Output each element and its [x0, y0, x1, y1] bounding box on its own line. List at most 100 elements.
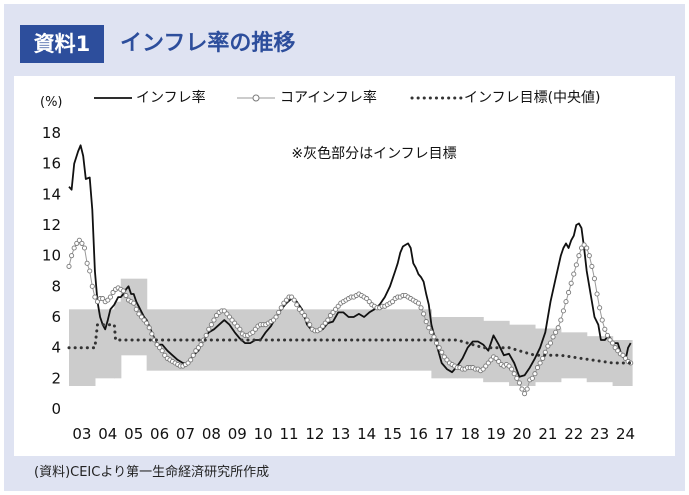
- core-inflation-point: [81, 245, 88, 251]
- core-inflation-point: [294, 302, 300, 308]
- core-inflation-point: [542, 349, 548, 355]
- core-inflation-point: [514, 375, 520, 381]
- figure-number-badge: 資料1: [20, 25, 104, 63]
- core-inflation-point: [208, 322, 214, 328]
- core-inflation-point: [423, 319, 429, 325]
- x-tick-label-20: 20: [512, 425, 531, 443]
- core-inflation-point: [291, 297, 297, 303]
- core-inflation-point: [576, 253, 582, 259]
- core-inflation-point: [558, 317, 564, 323]
- core-inflation-point: [519, 386, 525, 392]
- core-inflation-point: [537, 360, 543, 366]
- core-inflation-point: [131, 300, 137, 306]
- x-tick-label-22: 22: [564, 425, 583, 443]
- core-inflation-point: [133, 306, 139, 312]
- core-inflation-point: [532, 371, 538, 377]
- core-inflation-point: [66, 263, 72, 269]
- core-inflation-point: [79, 240, 85, 246]
- y-tick-label-14: 14: [42, 185, 61, 203]
- core-inflation-point: [547, 340, 554, 346]
- core-inflation-point: [237, 326, 243, 332]
- core-inflation-point: [426, 325, 432, 331]
- x-tick-label-24: 24: [616, 425, 635, 443]
- core-inflation-point: [589, 263, 595, 269]
- y-tick-label-6: 6: [51, 308, 61, 326]
- x-tick-label-13: 13: [331, 425, 350, 443]
- core-inflation-point: [120, 288, 126, 294]
- band-segment-12: [586, 336, 614, 383]
- core-inflation-point: [436, 345, 442, 351]
- core-inflation-point: [524, 386, 530, 392]
- x-tick-label-16: 16: [409, 425, 428, 443]
- core-inflation-point: [573, 262, 579, 268]
- core-inflation-point: [566, 289, 572, 296]
- core-inflation-point: [211, 317, 217, 323]
- legend-label-inflation: インフレ率: [136, 89, 206, 106]
- x-tick-label-23: 23: [590, 425, 609, 443]
- core-inflation-point: [602, 326, 608, 332]
- core-inflation-point: [203, 332, 209, 338]
- core-inflation-point: [418, 305, 424, 311]
- core-inflation-point: [159, 348, 165, 354]
- core-inflation-point: [190, 352, 196, 358]
- core-inflation-point: [69, 253, 75, 259]
- core-inflation-point: [604, 332, 610, 338]
- x-tick-label-21: 21: [538, 425, 557, 443]
- y-tick-label-10: 10: [42, 247, 61, 265]
- core-inflation-point: [439, 349, 445, 355]
- legend-label-core-inflation: コアインフレ率: [280, 89, 377, 106]
- core-inflation-point: [188, 357, 194, 363]
- legend-marker-core-inflation: [252, 94, 260, 102]
- core-inflation-point: [550, 334, 556, 340]
- core-inflation-point: [571, 271, 577, 277]
- core-inflation-point: [509, 366, 515, 372]
- x-tick-label-05: 05: [124, 425, 143, 443]
- core-inflation-point: [555, 325, 561, 331]
- series-line-inflation: [68, 144, 632, 378]
- band-segment-2: [114, 301, 122, 379]
- legend: インフレ率 コアインフレ率 インフレ目標(中央値): [94, 89, 601, 106]
- core-inflation-point: [421, 311, 427, 317]
- core-inflation-point: [87, 268, 93, 274]
- core-inflation-point: [431, 334, 437, 340]
- y-tick-label-0: 0: [51, 400, 61, 418]
- x-tick-label-12: 12: [305, 425, 324, 443]
- y-tick-label-18: 18: [42, 124, 61, 142]
- core-inflation-point: [278, 305, 284, 311]
- core-inflation-point: [553, 329, 559, 335]
- core-inflation-point: [273, 314, 279, 320]
- core-inflation-point: [563, 299, 569, 305]
- series-layer: [66, 144, 634, 397]
- core-inflation-point: [586, 253, 592, 259]
- x-tick-label-10: 10: [254, 425, 273, 443]
- core-inflation-point: [84, 260, 90, 266]
- y-tick-label-8: 8: [51, 277, 61, 295]
- band-segment-1: [94, 309, 115, 379]
- core-inflation-point: [276, 309, 282, 315]
- core-inflation-point: [198, 342, 204, 348]
- y-tick-label-4: 4: [51, 339, 61, 357]
- core-inflation-point: [144, 320, 150, 326]
- core-inflation-point: [71, 245, 77, 251]
- core-inflation-point: [540, 355, 546, 361]
- core-inflation-point: [568, 280, 574, 286]
- y-axis-unit: (%): [40, 95, 63, 110]
- core-inflation-point: [206, 326, 212, 332]
- x-tick-label-11: 11: [279, 425, 298, 443]
- x-tick-label-08: 08: [202, 425, 221, 443]
- chart-annotation: ※灰色部分はインフレ目標: [291, 145, 456, 162]
- x-tick-label-07: 07: [176, 425, 195, 443]
- chart-title: インフレ率の推移: [120, 31, 296, 56]
- core-inflation-point: [591, 276, 598, 282]
- core-inflation-point: [89, 283, 95, 289]
- core-inflation-point: [560, 308, 566, 314]
- x-tick-label-15: 15: [383, 425, 402, 443]
- core-inflation-point: [302, 312, 308, 319]
- core-inflation-point: [123, 292, 129, 299]
- x-tick-label-06: 06: [150, 425, 169, 443]
- x-tick-label-19: 19: [487, 425, 506, 443]
- x-tick-label-09: 09: [228, 425, 247, 443]
- source-note: (資料)CEICより第一生命経済研究所作成: [34, 465, 270, 480]
- core-inflation-point: [522, 391, 528, 397]
